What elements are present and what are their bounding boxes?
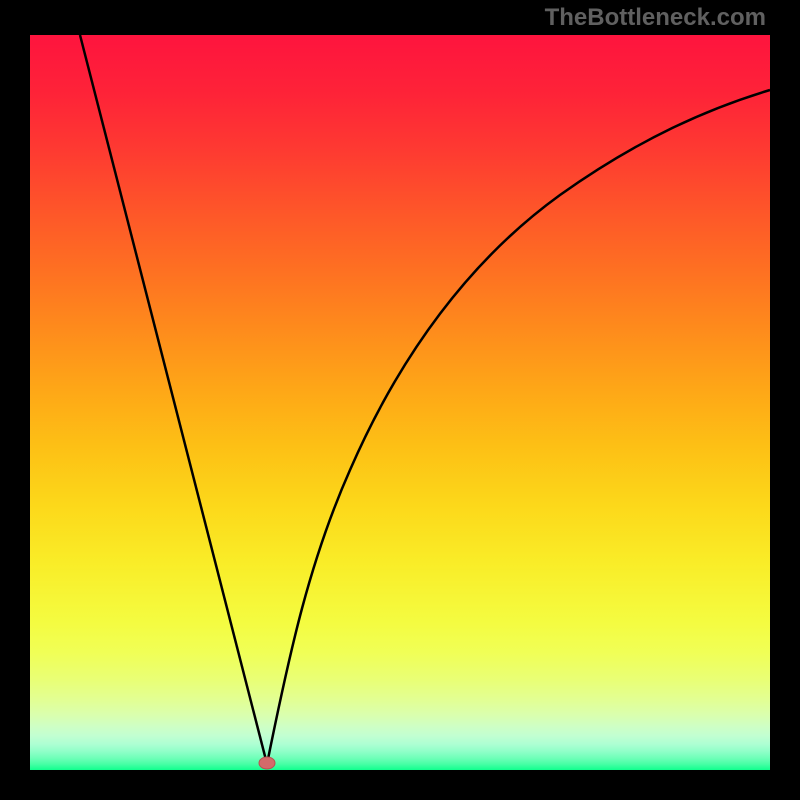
gradient-rect — [30, 35, 770, 770]
watermark-text: TheBottleneck.com — [545, 4, 766, 32]
chart-svg — [0, 0, 800, 800]
minimum-marker — [259, 757, 275, 769]
